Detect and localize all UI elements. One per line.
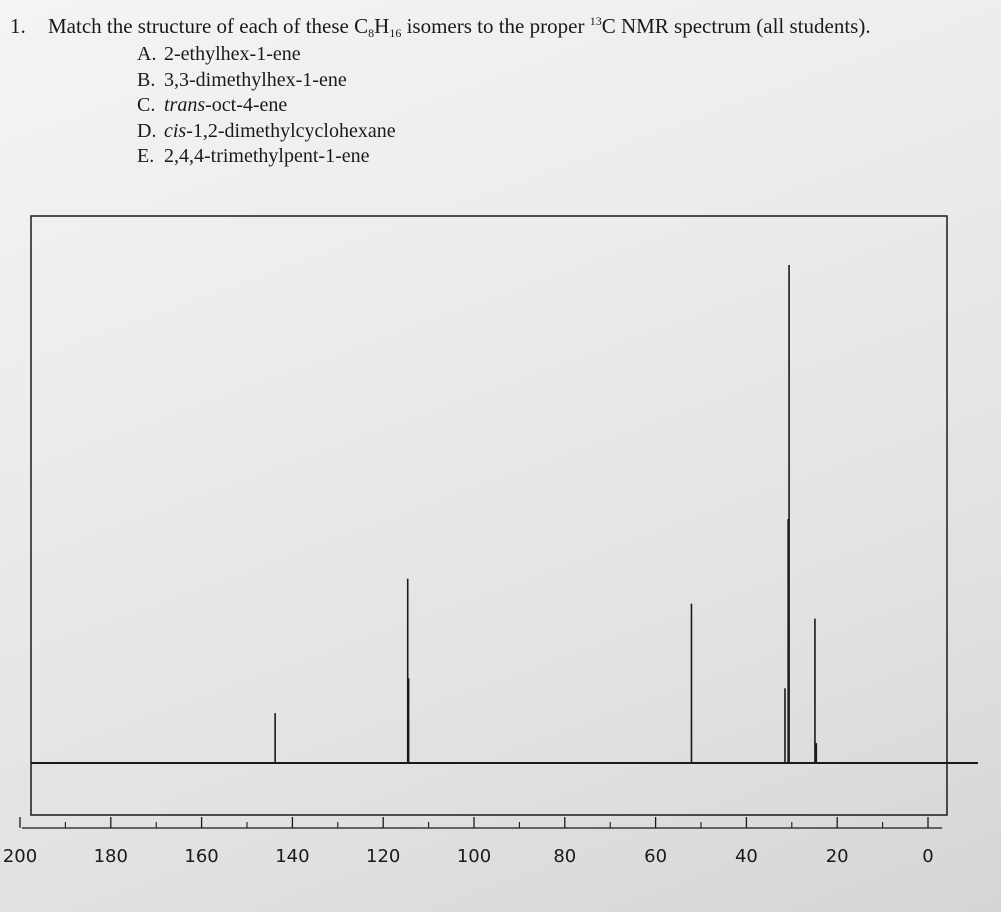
option-name: -oct-4-ene [205, 94, 288, 116]
x-tick-label: 60 [644, 846, 667, 867]
option-c: C. trans-oct-4-ene [137, 93, 396, 119]
hydrogen-subscript: 16 [389, 26, 402, 40]
x-tick-label: 0 [922, 846, 933, 867]
x-tick-label: 160 [184, 846, 218, 867]
carbon-subscript: 8 [368, 26, 375, 40]
x-tick-label: 80 [553, 846, 576, 867]
option-a: A. 2-ethylhex-1-ene [137, 42, 396, 68]
hydrogen-symbol: H [374, 14, 390, 38]
question-text-middle: isomers to the proper [401, 14, 590, 38]
question-text-start: Match the structure of each of these C [48, 14, 369, 38]
option-name: 2-ethylhex-1-ene [164, 43, 301, 65]
option-letter: C. [137, 94, 156, 116]
spectrum-peaks [274, 265, 818, 763]
option-b: B. 3,3-dimethylhex-1-ene [137, 68, 396, 94]
x-tick-label: 40 [735, 846, 758, 867]
option-d: D. cis-1,2-dimethylcyclohexane [137, 119, 396, 145]
question-stem: 1. Match the structure of each of these C… [10, 12, 871, 40]
options-list: A. 2-ethylhex-1-ene B. 3,3-dimethylhex-1-e… [137, 42, 396, 170]
option-name: 2,4,4-trimethylpent-1-ene [164, 145, 370, 167]
x-tick-label: 140 [275, 846, 309, 867]
option-name: -1,2-dimethylcyclohexane [186, 119, 396, 142]
option-letter: A. [137, 43, 157, 65]
x-axis-ticks [19, 817, 929, 828]
option-letter: B. [137, 68, 156, 91]
x-axis-tick-labels: 200 180 160 140 120 100 80 60 40 20 0 [3, 846, 934, 867]
isotope-superscript: 13 [589, 14, 602, 28]
x-tick-label: 200 [3, 846, 37, 867]
question-text-end: C NMR spectrum (all students). [601, 14, 871, 38]
question-number: 1. [10, 14, 26, 38]
option-name: 3,3-dimethylhex-1-ene [164, 68, 347, 91]
option-prefix: trans [164, 94, 206, 116]
x-tick-label: 20 [826, 846, 849, 867]
x-tick-label: 100 [457, 846, 491, 867]
x-tick-label: 180 [94, 846, 128, 867]
option-letter: E. [137, 145, 155, 167]
x-tick-label: 120 [366, 846, 400, 867]
option-e: E. 2,4,4-trimethylpent-1-ene [137, 144, 396, 170]
option-letter: D. [137, 119, 157, 142]
plot-frame [30, 215, 948, 816]
option-prefix: cis [164, 119, 187, 142]
